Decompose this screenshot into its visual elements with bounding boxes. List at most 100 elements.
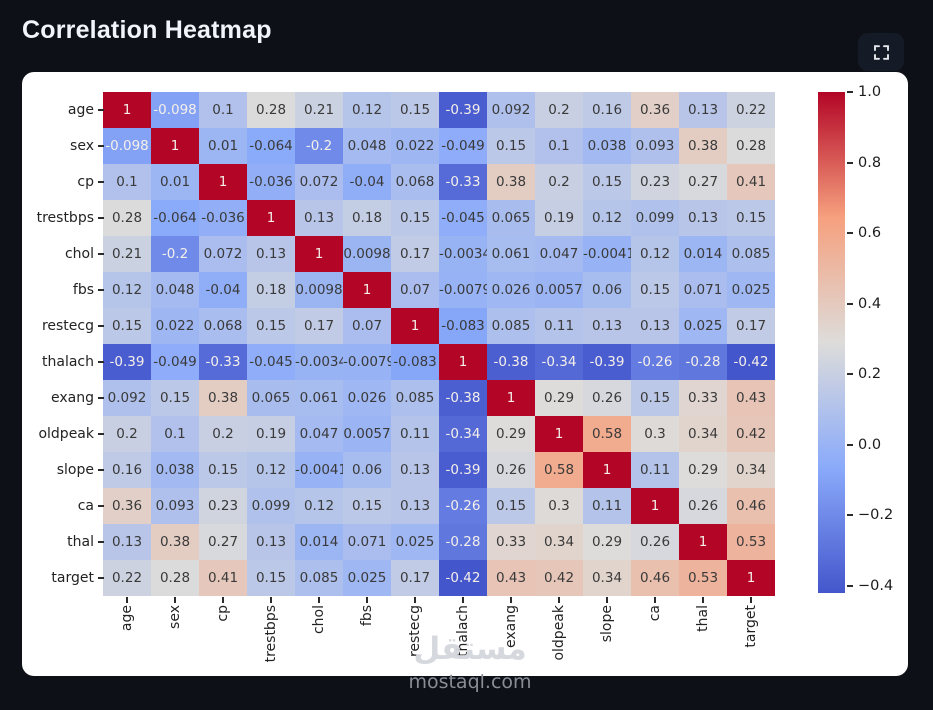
heatmap-grid: 1 -0.098 0.1 0.28 0.21 0.12 0.15 -0.39 0.092 0.2 0… (103, 92, 775, 596)
heatmap-cell-target-oldpeak: 0.42 (535, 560, 583, 596)
heatmap-cell-slope-age: 0.16 (103, 452, 151, 488)
heatmap-cell-thalach-trestbps: -0.045 (247, 344, 295, 380)
heatmap-cell-exang-sex: 0.15 (151, 380, 199, 416)
heatmap-cell-fbs-chol: 0.0098 (295, 272, 343, 308)
x-tick-mark (270, 597, 272, 603)
heatmap-cell-cp-chol: 0.072 (295, 164, 343, 200)
heatmap-cell-ca-chol: 0.12 (295, 488, 343, 524)
heatmap-cell-age-oldpeak: 0.2 (535, 92, 583, 128)
heatmap-cell-restecg-cp: 0.068 (199, 308, 247, 344)
colorbar-tick-label-0.6: 0.6 (858, 225, 882, 242)
heatmap-cell-thalach-fbs: -0.0079 (343, 344, 395, 380)
x-tick-mark (606, 597, 608, 603)
heatmap-cell-cp-sex: 0.01 (151, 164, 199, 200)
heatmap-cell-oldpeak-thalach: -0.34 (439, 416, 487, 452)
heatmap-cell-trestbps-thal: 0.13 (679, 200, 727, 236)
heatmap-cell-slope-trestbps: 0.12 (247, 452, 295, 488)
heatmap-cell-slope-thalach: -0.39 (439, 452, 487, 488)
heatmap-cell-chol-exang: 0.061 (487, 236, 535, 272)
x-tick-label-slope: slope (599, 605, 615, 643)
y-tick-label-thal: thal (67, 534, 94, 550)
heatmap-cell-chol-slope: -0.0041 (583, 236, 635, 272)
heatmap-cell-age-sex: -0.098 (151, 92, 199, 128)
heatmap-cell-age-fbs: 0.12 (343, 92, 391, 128)
heatmap-cell-exang-chol: 0.061 (295, 380, 343, 416)
colorbar-tick-label-0.8: 0.8 (858, 154, 882, 171)
x-tick-mark (654, 597, 656, 603)
heatmap-cell-trestbps-oldpeak: 0.19 (535, 200, 583, 236)
heatmap-cell-age-exang: 0.092 (487, 92, 535, 128)
heatmap-cell-exang-fbs: 0.026 (343, 380, 391, 416)
heatmap-cell-ca-thal: 0.26 (679, 488, 727, 524)
heatmap-cell-sex-exang: 0.15 (487, 128, 535, 164)
colorbar-tick-mark (847, 302, 853, 305)
heatmap-cell-thal-thalach: -0.28 (439, 524, 487, 560)
heatmap-cell-age-thalach: -0.39 (439, 92, 487, 128)
heatmap-cell-cp-trestbps: -0.036 (247, 164, 295, 200)
y-tick-label-ca: ca (77, 498, 94, 514)
y-tick-label-oldpeak: oldpeak (38, 426, 94, 442)
heatmap-cell-sex-chol: -0.2 (295, 128, 343, 164)
heatmap-cell-fbs-exang: 0.026 (487, 272, 535, 308)
fullscreen-button[interactable] (858, 33, 904, 71)
y-tick-mark (98, 217, 104, 219)
heatmap-cell-chol-sex: -0.2 (151, 236, 199, 272)
heatmap-cell-oldpeak-exang: 0.29 (487, 416, 535, 452)
heatmap-cell-thalach-chol: -0.0034 (295, 344, 347, 380)
heatmap-cell-sex-cp: 0.01 (199, 128, 247, 164)
heatmap-cell-thalach-restecg: -0.083 (391, 344, 439, 380)
heatmap-cell-sex-thalach: -0.049 (439, 128, 487, 164)
y-tick-label-trestbps: trestbps (36, 210, 94, 226)
heatmap-cell-sex-age: -0.098 (103, 128, 151, 164)
heatmap-cell-restecg-ca: 0.13 (631, 308, 679, 344)
colorbar-gradient (818, 92, 845, 593)
x-tick-label-ca: ca (647, 605, 663, 622)
heatmap-cell-target-exang: 0.43 (487, 560, 535, 596)
heatmap-cell-cp-restecg: 0.068 (391, 164, 439, 200)
x-tick-mark (126, 597, 128, 603)
x-tick-label-chol: chol (311, 605, 327, 635)
heatmap-cell-sex-fbs: 0.048 (343, 128, 391, 164)
heatmap-cell-chol-thalach: -0.0034 (439, 236, 491, 272)
heatmap-cell-thal-exang: 0.33 (487, 524, 535, 560)
heatmap-cell-oldpeak-thal: 0.34 (679, 416, 727, 452)
y-tick-mark (98, 361, 104, 363)
heatmap-cell-fbs-slope: 0.06 (583, 272, 631, 308)
heatmap-cell-thal-fbs: 0.071 (343, 524, 391, 560)
heatmap-cell-cp-ca: 0.23 (631, 164, 679, 200)
heatmap-cell-trestbps-chol: 0.13 (295, 200, 343, 236)
colorbar-tick-mark (847, 584, 853, 587)
colorbar-tick-mark (847, 373, 853, 376)
chart-card: 1 -0.098 0.1 0.28 0.21 0.12 0.15 -0.39 0.092 0.2 0… (22, 72, 908, 676)
heatmap-cell-thalach-cp: -0.33 (199, 344, 247, 380)
heatmap-cell-exang-oldpeak: 0.29 (535, 380, 583, 416)
heatmap-cell-thalach-thal: -0.28 (679, 344, 727, 380)
heatmap-cell-slope-thal: 0.29 (679, 452, 727, 488)
heatmap-cell-age-target: 0.22 (727, 92, 775, 128)
heatmap-cell-target-target: 1 (727, 560, 775, 596)
heatmap-cell-slope-exang: 0.26 (487, 452, 535, 488)
x-tick-label-age: age (119, 605, 135, 632)
heatmap-cell-ca-ca: 1 (631, 488, 679, 524)
x-tick-mark (414, 597, 416, 603)
heatmap-cell-fbs-ca: 0.15 (631, 272, 679, 308)
heatmap-cell-thal-trestbps: 0.13 (247, 524, 295, 560)
heatmap-cell-fbs-age: 0.12 (103, 272, 151, 308)
heatmap-cell-sex-target: 0.28 (727, 128, 775, 164)
colorbar-tick-label-−0.2: −0.2 (858, 507, 894, 524)
watermark-arabic-text: مستقل (413, 631, 527, 667)
heatmap-cell-oldpeak-age: 0.2 (103, 416, 151, 452)
heatmap-cell-target-ca: 0.46 (631, 560, 679, 596)
heatmap-cell-exang-age: 0.092 (103, 380, 151, 416)
heatmap-cell-exang-thal: 0.33 (679, 380, 727, 416)
heatmap-cell-trestbps-exang: 0.065 (487, 200, 535, 236)
x-tick-mark (510, 597, 512, 603)
heatmap-cell-ca-trestbps: 0.099 (247, 488, 295, 524)
heatmap-cell-age-slope: 0.16 (583, 92, 631, 128)
heatmap-cell-trestbps-cp: -0.036 (199, 200, 247, 236)
heatmap-cell-cp-fbs: -0.04 (343, 164, 391, 200)
y-tick-mark (98, 253, 104, 255)
heatmap-cell-target-thal: 0.53 (679, 560, 727, 596)
colorbar-tick-mark (847, 232, 853, 235)
heatmap-cell-cp-thalach: -0.33 (439, 164, 487, 200)
